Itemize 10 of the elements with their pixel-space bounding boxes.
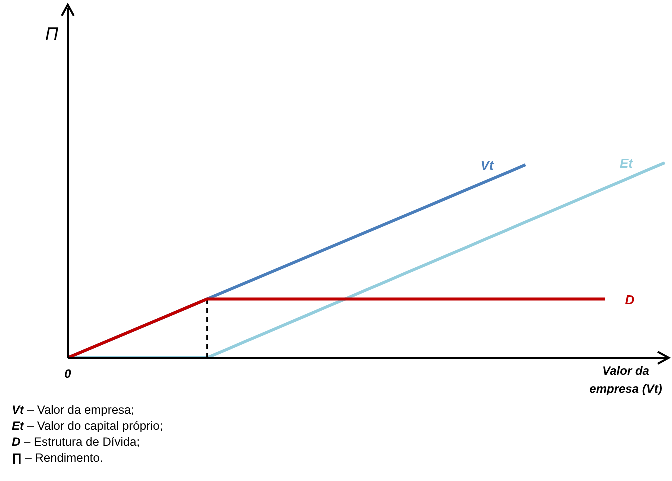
text: ∏ – Rendimento.: [12, 451, 104, 465]
series-label: Et: [620, 156, 634, 171]
series-label: Vt: [480, 158, 494, 173]
series-label: D: [625, 292, 636, 308]
text: D – Estrutura de Dívida;: [12, 435, 140, 449]
text: Π: [45, 24, 60, 44]
text: Vt – Valor da empresa;: [12, 403, 135, 417]
annotation: 0: [64, 367, 72, 381]
x-axis-title: Valor da empresa (Vt): [590, 364, 662, 396]
text: Et – Valor do capital próprio;: [12, 419, 164, 433]
